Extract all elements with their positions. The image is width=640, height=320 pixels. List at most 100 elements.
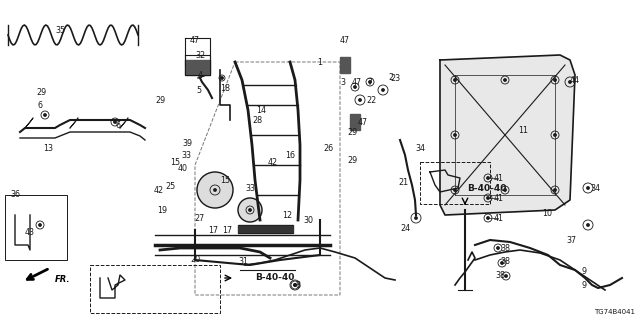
Text: 21: 21 — [398, 178, 408, 187]
Text: 47: 47 — [358, 117, 368, 126]
Text: 30: 30 — [303, 215, 313, 225]
Circle shape — [500, 262, 503, 264]
Polygon shape — [350, 114, 360, 130]
Circle shape — [44, 114, 46, 116]
Text: 44: 44 — [570, 76, 580, 84]
Text: 34: 34 — [590, 183, 600, 193]
Circle shape — [294, 284, 296, 286]
Text: 32: 32 — [195, 51, 205, 60]
Text: TG74B4041: TG74B4041 — [594, 309, 635, 315]
Text: 8: 8 — [295, 281, 300, 290]
Circle shape — [454, 189, 456, 191]
Text: 40: 40 — [178, 164, 188, 172]
Polygon shape — [440, 55, 575, 215]
Bar — [5, 195, 67, 260]
Text: 37: 37 — [566, 236, 576, 244]
Text: 15: 15 — [220, 175, 230, 185]
Circle shape — [497, 247, 499, 249]
Text: 38: 38 — [500, 258, 510, 267]
Text: 33: 33 — [181, 150, 191, 159]
Bar — [238, 225, 293, 233]
Circle shape — [249, 209, 251, 211]
Circle shape — [454, 134, 456, 136]
Text: B-40-40: B-40-40 — [255, 274, 294, 283]
Polygon shape — [340, 57, 350, 73]
Circle shape — [504, 189, 506, 191]
Text: 13: 13 — [43, 143, 53, 153]
Text: 2: 2 — [388, 73, 393, 82]
Text: 15: 15 — [170, 157, 180, 166]
Circle shape — [487, 217, 489, 219]
Circle shape — [221, 77, 223, 79]
Text: 27: 27 — [194, 213, 204, 222]
Text: 47: 47 — [352, 77, 362, 86]
Text: 41: 41 — [494, 194, 504, 203]
Text: 4: 4 — [198, 70, 203, 79]
Text: 9: 9 — [582, 281, 587, 290]
Text: 28: 28 — [252, 116, 262, 124]
Text: 38: 38 — [495, 271, 505, 281]
Circle shape — [354, 86, 356, 88]
Text: 18: 18 — [220, 84, 230, 92]
Text: 11: 11 — [518, 125, 528, 134]
Circle shape — [197, 172, 233, 208]
Text: 47: 47 — [340, 36, 350, 44]
Text: 41: 41 — [494, 173, 504, 182]
Circle shape — [415, 217, 417, 219]
Circle shape — [359, 99, 361, 101]
Text: 36: 36 — [10, 189, 20, 198]
Text: 17: 17 — [222, 226, 232, 235]
Text: 19: 19 — [157, 205, 167, 214]
Text: 42: 42 — [268, 157, 278, 166]
Circle shape — [454, 79, 456, 81]
Text: 24: 24 — [400, 223, 410, 233]
Text: 31: 31 — [238, 258, 248, 267]
Text: 33: 33 — [245, 183, 255, 193]
Text: 41: 41 — [494, 213, 504, 222]
Text: 38: 38 — [500, 244, 510, 252]
Circle shape — [382, 89, 384, 91]
Text: 16: 16 — [285, 150, 295, 159]
Circle shape — [294, 284, 296, 286]
Bar — [90, 265, 220, 313]
Circle shape — [554, 79, 556, 81]
Circle shape — [569, 81, 572, 83]
Polygon shape — [185, 60, 210, 75]
Text: 7: 7 — [367, 77, 372, 86]
Text: 29: 29 — [347, 156, 357, 164]
Circle shape — [504, 79, 506, 81]
Text: 23: 23 — [390, 74, 400, 83]
Text: 26: 26 — [323, 143, 333, 153]
Text: 6: 6 — [38, 100, 43, 109]
Text: 29: 29 — [155, 95, 165, 105]
Text: 34: 34 — [415, 143, 425, 153]
Circle shape — [505, 275, 507, 277]
Text: 39: 39 — [182, 139, 192, 148]
Text: 6: 6 — [115, 121, 120, 130]
Text: 1: 1 — [317, 58, 322, 67]
Text: FR.: FR. — [55, 276, 70, 284]
Circle shape — [554, 189, 556, 191]
Text: 29: 29 — [347, 127, 357, 137]
Text: 9: 9 — [582, 268, 587, 276]
Text: 43: 43 — [25, 228, 35, 236]
Text: 42: 42 — [154, 186, 164, 195]
Circle shape — [554, 134, 556, 136]
Text: 5: 5 — [196, 85, 201, 94]
Text: 47: 47 — [190, 36, 200, 44]
Circle shape — [238, 198, 262, 222]
Text: 10: 10 — [542, 209, 552, 218]
Text: 25: 25 — [165, 181, 175, 190]
Circle shape — [587, 224, 589, 226]
Circle shape — [487, 177, 489, 179]
Circle shape — [369, 81, 371, 83]
Text: 35: 35 — [55, 26, 65, 35]
Text: 14: 14 — [256, 106, 266, 115]
Text: 3: 3 — [340, 77, 345, 86]
Text: 29: 29 — [36, 87, 46, 97]
Text: B-40-40: B-40-40 — [467, 183, 506, 193]
Text: 12: 12 — [282, 211, 292, 220]
Circle shape — [214, 189, 216, 191]
Circle shape — [114, 121, 116, 123]
Bar — [420, 162, 490, 204]
